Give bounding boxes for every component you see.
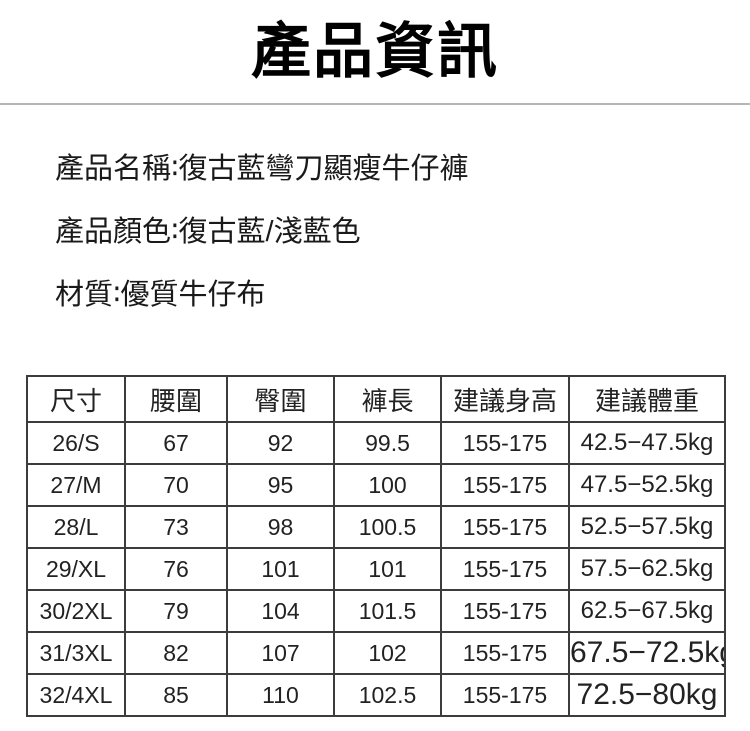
column-header-waist: 腰圍 <box>124 375 228 423</box>
column-header-weight: 建議體重 <box>568 375 726 423</box>
length-cell: 99.5 <box>333 421 442 465</box>
product-info-section: 產品名稱∶復古藍彎刀顯瘦牛仔褲 產品顏色∶復古藍/淺藍色 材質∶優質牛仔布 <box>0 105 750 311</box>
height-cell: 155-175 <box>440 547 570 591</box>
length-cell: 101.5 <box>333 589 442 633</box>
hip-cell: 95 <box>226 463 335 507</box>
hip-cell: 107 <box>226 631 335 675</box>
size-cell: 30/2XL <box>26 589 126 633</box>
weight-cell: 67.5−72.5kg <box>568 631 726 675</box>
size-cell: 31/3XL <box>26 631 126 675</box>
weight-cell: 47.5−52.5kg <box>568 463 726 507</box>
divider-line <box>0 103 750 105</box>
hip-cell: 98 <box>226 505 335 549</box>
height-cell: 155-175 <box>440 505 570 549</box>
length-cell: 102.5 <box>333 673 442 717</box>
waist-cell: 76 <box>124 547 228 591</box>
height-cell: 155-175 <box>440 463 570 507</box>
weight-cell: 42.5−47.5kg <box>568 421 726 465</box>
hip-cell: 101 <box>226 547 335 591</box>
page-header: 產品資訊 <box>0 0 750 103</box>
column-header-size: 尺寸 <box>26 375 126 423</box>
weight-cell: 52.5−57.5kg <box>568 505 726 549</box>
table-row: 32/4XL 85 110 102.5 155-175 72.5−80kg <box>26 673 726 717</box>
column-header-length: 褲長 <box>333 375 442 423</box>
hip-cell: 92 <box>226 421 335 465</box>
table-header-row: 尺寸 腰圍 臀圍 褲長 建議身高 建議體重 <box>26 375 726 423</box>
length-cell: 101 <box>333 547 442 591</box>
size-cell: 29/XL <box>26 547 126 591</box>
height-cell: 155-175 <box>440 631 570 675</box>
table-row: 26/S 67 92 99.5 155-175 42.5−47.5kg <box>26 421 726 465</box>
length-cell: 100 <box>333 463 442 507</box>
table-row: 28/L 73 98 100.5 155-175 52.5−57.5kg <box>26 505 726 549</box>
size-cell: 32/4XL <box>26 673 126 717</box>
page-title: 產品資訊 <box>251 18 499 85</box>
waist-cell: 73 <box>124 505 228 549</box>
size-cell: 28/L <box>26 505 126 549</box>
length-cell: 100.5 <box>333 505 442 549</box>
table-row: 31/3XL 82 107 102 155-175 67.5−72.5kg <box>26 631 726 675</box>
table-row: 27/M 70 95 100 155-175 47.5−52.5kg <box>26 463 726 507</box>
size-cell: 26/S <box>26 421 126 465</box>
hip-cell: 104 <box>226 589 335 633</box>
table-row: 29/XL 76 101 101 155-175 57.5−62.5kg <box>26 547 726 591</box>
length-cell: 102 <box>333 631 442 675</box>
table-row: 30/2XL 79 104 101.5 155-175 62.5−67.5kg <box>26 589 726 633</box>
size-cell: 27/M <box>26 463 126 507</box>
height-cell: 155-175 <box>440 421 570 465</box>
waist-cell: 70 <box>124 463 228 507</box>
product-color-text: 產品顏色∶復古藍/淺藍色 <box>55 216 361 248</box>
column-header-hip: 臀圍 <box>226 375 335 423</box>
weight-cell: 72.5−80kg <box>568 673 726 717</box>
waist-cell: 82 <box>124 631 228 675</box>
product-name-text: 產品名稱∶復古藍彎刀顯瘦牛仔褲 <box>55 153 469 185</box>
weight-cell: 57.5−62.5kg <box>568 547 726 591</box>
waist-cell: 67 <box>124 421 228 465</box>
height-cell: 155-175 <box>440 589 570 633</box>
hip-cell: 110 <box>226 673 335 717</box>
size-table: 尺寸 腰圍 臀圍 褲長 建議身高 建議體重 26/S 67 92 99.5 15… <box>26 375 726 717</box>
waist-cell: 85 <box>124 673 228 717</box>
weight-cell: 62.5−67.5kg <box>568 589 726 633</box>
material-text: 材質∶優質牛仔布 <box>55 279 266 311</box>
waist-cell: 79 <box>124 589 228 633</box>
column-header-height: 建議身高 <box>440 375 570 423</box>
height-cell: 155-175 <box>440 673 570 717</box>
